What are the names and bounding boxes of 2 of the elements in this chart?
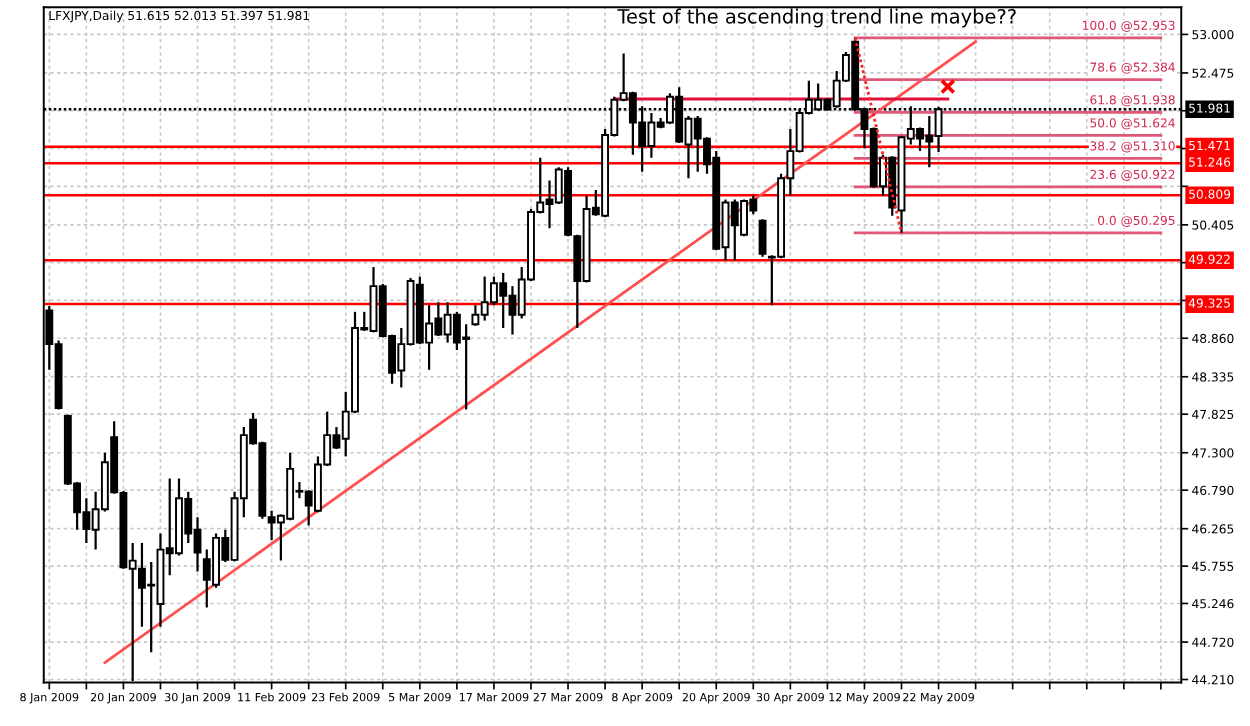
annotation: Test of the ascending trend line maybe??: [617, 8, 1016, 28]
candlestick: [758, 218, 767, 258]
